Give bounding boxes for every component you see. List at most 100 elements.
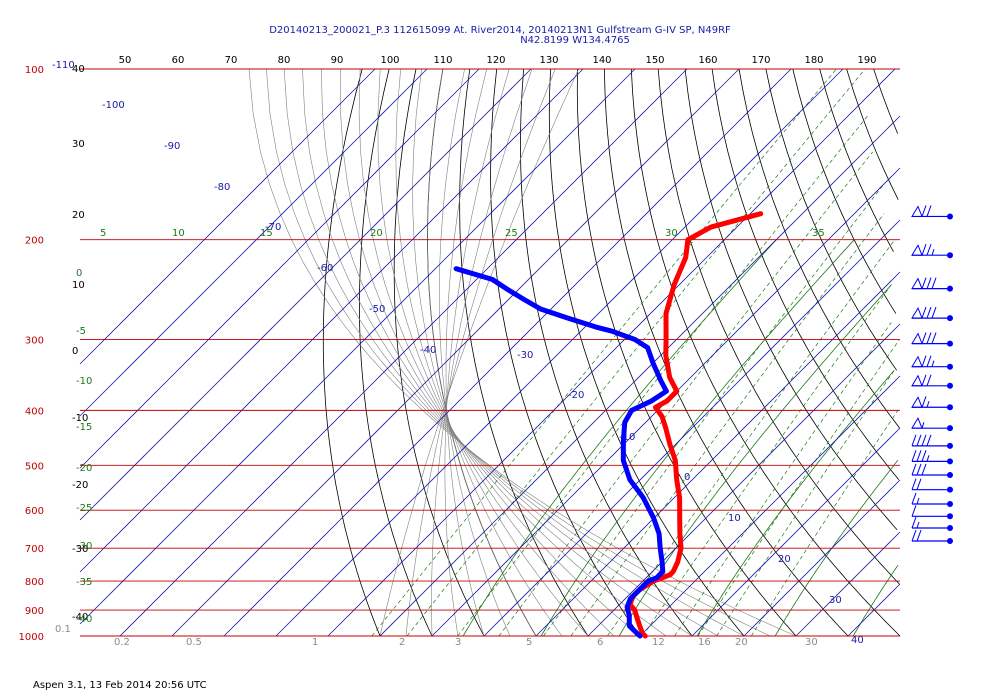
- mixing-ratio-top-label: 10: [172, 228, 185, 239]
- mixing-ratio-left-label: -40: [76, 614, 92, 625]
- dry-adiabat-line: [520, 68, 693, 637]
- moist-adiabat-line: [358, 68, 641, 637]
- dry-adiabat-label: -30: [72, 544, 88, 555]
- saturation-guide-line: [852, 564, 899, 637]
- wind-barb-half-flag: [926, 401, 930, 408]
- dry-adiabat-label: 10: [72, 280, 85, 291]
- mixing-ratio-top-label: 15: [260, 228, 273, 239]
- wind-barb-half-flag: [921, 422, 925, 429]
- isotherm-line: [639, 375, 901, 637]
- top-axis-label: 180: [804, 55, 823, 66]
- mixing-ratio-top-label: 5: [100, 228, 106, 239]
- isotherms: [79, 68, 901, 637]
- wind-barb: [911, 277, 953, 292]
- chart-title-line1: D20140213_200021_P.3 112615099 At. River…: [269, 25, 731, 36]
- top-axis-label: 130: [539, 55, 558, 66]
- wind-barb-pennant: [911, 244, 923, 256]
- mixing-ratio-left-label: -25: [76, 503, 92, 514]
- isotherm-line: [79, 68, 584, 573]
- wind-barb-pennant: [911, 332, 923, 345]
- isotherm-label: -50: [369, 304, 385, 315]
- isobar-label: 300: [25, 336, 44, 347]
- wind-barb-flag: [926, 434, 932, 447]
- saturation-guide-line: [540, 239, 855, 637]
- isotherm-line: [171, 68, 740, 637]
- wind-barb-flag: [911, 505, 917, 517]
- wind-barb-flag: [911, 529, 917, 542]
- dry-adiabat-line: [819, 68, 894, 252]
- dry-adiabat-line: [322, 68, 381, 637]
- top-axis-label: 140: [592, 55, 611, 66]
- wind-barb-flag: [911, 492, 917, 505]
- top-axis-label: 120: [486, 55, 505, 66]
- wind-barb: [911, 434, 953, 449]
- wind-barb: [911, 516, 953, 532]
- wind-barb-pennant: [911, 277, 923, 290]
- dry-adiabat-line: [711, 68, 900, 480]
- isotherm-label: -100: [102, 100, 125, 111]
- wind-barb-flag: [926, 355, 932, 367]
- dry-adiabat-line: [630, 68, 901, 637]
- mixing-ratio-bottom-label: 30: [805, 637, 818, 648]
- wind-barb: [911, 505, 953, 520]
- moist-adiabat-line: [405, 68, 556, 637]
- isobars: [80, 68, 900, 637]
- mixing-ratio-top-label: 20: [370, 228, 383, 239]
- top-axis-label: 100: [380, 55, 399, 66]
- dry-adiabat-label: -40: [72, 612, 88, 623]
- wind-barb-flag: [921, 374, 927, 386]
- wind-barb: [911, 529, 953, 545]
- isotherm-label: 10: [728, 513, 741, 524]
- isobar-label: 600: [25, 506, 44, 517]
- wind-barb-flag: [926, 374, 932, 386]
- mixing-ratio-left-label: -35: [76, 577, 92, 588]
- isotherm-line: [483, 219, 901, 637]
- wind-barb-flag: [916, 434, 922, 447]
- wind-barb-half-flag: [916, 521, 920, 529]
- top-axis-label: 90: [331, 55, 344, 66]
- wind-barb: [911, 355, 953, 370]
- mixing-ratio-bottom-label: 1: [312, 637, 318, 648]
- wind-barb-flag: [921, 332, 927, 344]
- mixing-ratio-line: [642, 284, 892, 637]
- moist-adiabat-line: [266, 68, 771, 637]
- wind-barb-flag: [911, 478, 917, 490]
- moist-adiabat-line: [377, 68, 615, 637]
- wind-barb-half-flag: [926, 455, 930, 462]
- top-axis-label: 70: [225, 55, 238, 66]
- dry-adiabat-line: [765, 68, 898, 371]
- wind-barb: [911, 244, 953, 259]
- wind-barb-flag: [911, 463, 917, 476]
- dry-adiabat-line: [738, 68, 901, 429]
- top-axis-label: 190: [857, 55, 876, 66]
- mixing-ratio-left-label: -5: [76, 326, 86, 337]
- dry-adiabat-line: [684, 68, 898, 531]
- wind-barb: [911, 205, 953, 220]
- mixing-ratio-line: [406, 68, 866, 637]
- wind-barb-half-flag: [931, 249, 935, 256]
- isotherm-label: -70: [265, 222, 281, 233]
- wind-barb: [911, 396, 953, 411]
- wind-barb-flag: [921, 205, 927, 217]
- wind-barb-pennant: [911, 355, 923, 368]
- dry-adiabat-label: 0: [72, 346, 78, 357]
- wind-barb-flag: [921, 434, 927, 447]
- mixing-ratio-top-label: 25: [505, 228, 518, 239]
- isotherm-line: [79, 68, 376, 365]
- isotherm-line: [275, 68, 844, 637]
- wind-barb-flag: [911, 434, 917, 447]
- isotherm-label: -90: [164, 141, 180, 152]
- wind-barb-pennant: [911, 374, 923, 387]
- mixing-ratio-left-label: -15: [76, 422, 92, 433]
- wind-barb-half-flag: [916, 497, 920, 505]
- wind-barb-flag: [916, 450, 922, 462]
- isotherm-line: [79, 68, 428, 417]
- wind-barb-flag: [926, 277, 932, 289]
- wind-barb-flag: [926, 205, 932, 217]
- isotherm-line: [379, 115, 901, 637]
- wind-barb-pennant: [911, 417, 923, 429]
- dry-adiabat-label: 20: [72, 210, 85, 221]
- dry-adiabat-line: [459, 68, 589, 637]
- dry-adiabat-line: [846, 68, 899, 200]
